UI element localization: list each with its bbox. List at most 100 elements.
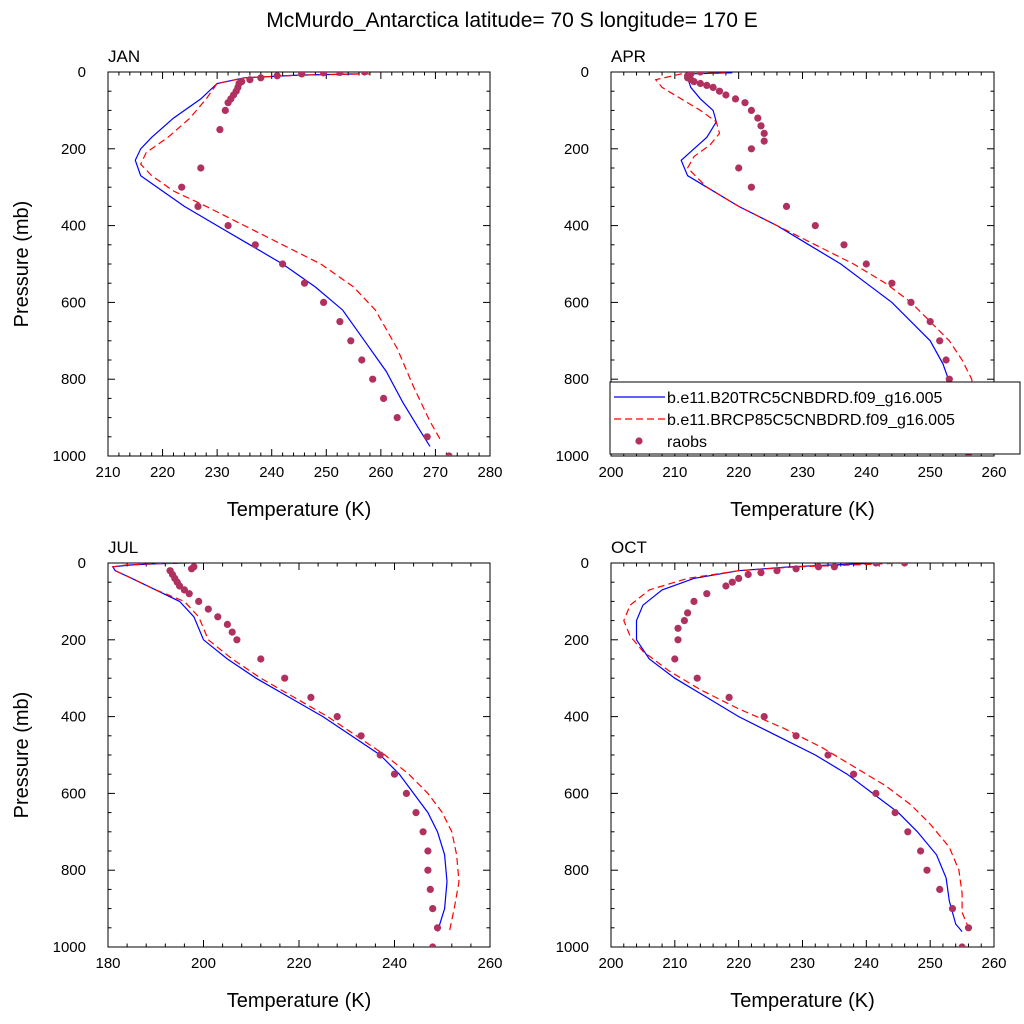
y-axis-label: Pressure (mb): [11, 692, 33, 819]
y-tick-label: 1000: [53, 939, 86, 956]
raobs-point: [357, 732, 365, 740]
raobs-point: [195, 597, 203, 606]
legend: b.e11.B20TRC5CNBDRD.f09_g16.005 b.e11.BRC…: [609, 381, 1021, 455]
raobs-point: [333, 713, 341, 721]
y-tick-label: 1000: [556, 448, 589, 465]
plot-frame: [107, 71, 491, 457]
x-axis-label: Temperature (K): [227, 990, 372, 1012]
raobs-point: [402, 789, 410, 798]
raobs-point: [792, 732, 800, 740]
x-tick-label: 230: [205, 464, 230, 481]
raobs-point: [725, 693, 733, 702]
x-tick-label: 270: [423, 464, 448, 481]
raobs-point: [336, 72, 344, 76]
raobs-point: [936, 885, 944, 894]
x-tick-label: 230: [790, 464, 815, 481]
raobs-point: [917, 847, 925, 855]
raobs-point: [862, 260, 870, 268]
y-tick-label: 600: [564, 294, 589, 311]
raobs-point: [709, 83, 717, 91]
raobs-point: [760, 713, 768, 721]
raobs-point: [433, 924, 442, 932]
raobs-point: [948, 905, 957, 913]
raobs-point: [936, 337, 944, 345]
raobs-point: [233, 636, 241, 644]
raobs-point: [300, 279, 309, 287]
raobs-point: [744, 570, 752, 579]
raobs-point: [393, 414, 401, 422]
raobs-point: [703, 81, 711, 89]
raobs-point: [703, 590, 711, 598]
raobs-point: [281, 674, 289, 682]
series-line-rcp85: [654, 72, 994, 441]
raobs-point: [792, 565, 800, 573]
y-tick-label: 400: [61, 709, 86, 726]
raobs-point: [674, 636, 682, 644]
raobs-point: [273, 72, 281, 80]
x-tick-label: 240: [854, 955, 879, 972]
raobs-point: [257, 74, 265, 82]
raobs-point: [945, 375, 953, 383]
raobs-point: [872, 563, 880, 567]
series-line-rcp85: [623, 563, 970, 929]
raobs-point: [180, 586, 188, 594]
x-tick-label: 210: [662, 464, 687, 481]
panel-jan: JAN 210 220 230 240 250 260 270 280 0 200 400 600 800…: [11, 47, 503, 521]
x-tick-label: 200: [191, 955, 216, 972]
x-tick-label: 250: [314, 464, 339, 481]
y-tick-label: 800: [61, 862, 86, 879]
y-tick-label: 0: [78, 64, 86, 81]
raobs-point: [964, 924, 973, 932]
y-tick-label: 600: [61, 294, 86, 311]
raobs-point: [194, 202, 202, 210]
raobs-point: [185, 590, 193, 598]
raobs-point: [188, 565, 196, 573]
legend-marker-raobs: [635, 437, 643, 445]
y-tick-label: 800: [564, 862, 589, 879]
x-tick-label: 250: [918, 955, 943, 972]
x-tick-label: 220: [150, 464, 175, 481]
raobs-point: [224, 99, 232, 107]
raobs-point: [926, 318, 934, 326]
x-tick-label: 240: [259, 464, 284, 481]
raobs-point: [320, 72, 328, 77]
raobs-point: [840, 241, 848, 249]
raobs-point: [811, 222, 819, 230]
y-tick-label: 1000: [556, 939, 589, 956]
raobs-point: [684, 609, 692, 617]
panel-title: JUL: [108, 538, 138, 557]
plot-area: [111, 563, 460, 947]
x-tick-label: 280: [477, 464, 502, 481]
raobs-point: [923, 866, 931, 874]
y-tick-label: 800: [564, 371, 589, 388]
panel-oct: OCT 200 210 220 230 240 250 260 0 200 400 600 800 100…: [556, 538, 1007, 1012]
raobs-point: [722, 91, 730, 99]
raobs-point: [958, 943, 966, 947]
y-tick-label: 0: [581, 555, 589, 572]
raobs-point: [782, 202, 791, 210]
raobs-point: [307, 693, 315, 702]
raobs-point: [872, 789, 880, 798]
raobs-point: [380, 394, 388, 402]
raobs-point: [214, 613, 222, 621]
x-tick-label: 220: [726, 464, 751, 481]
raobs-point: [176, 582, 184, 590]
raobs-point: [257, 655, 265, 663]
raobs-point: [735, 574, 743, 583]
raobs-point: [715, 87, 724, 95]
x-tick-label: 200: [598, 464, 623, 481]
raobs-point: [426, 885, 434, 894]
legend-box: [609, 381, 1021, 455]
y-tick-label: 400: [61, 218, 86, 235]
raobs-point: [674, 624, 682, 632]
raobs-point: [741, 99, 749, 107]
x-tick-label: 200: [598, 955, 623, 972]
raobs-point: [760, 137, 768, 145]
raobs-point: [747, 145, 756, 153]
raobs-point: [347, 337, 355, 345]
y-tick-label: 200: [61, 632, 86, 649]
y-tick-label: 400: [564, 218, 589, 235]
raobs-point: [690, 78, 698, 86]
raobs-point: [424, 866, 432, 874]
